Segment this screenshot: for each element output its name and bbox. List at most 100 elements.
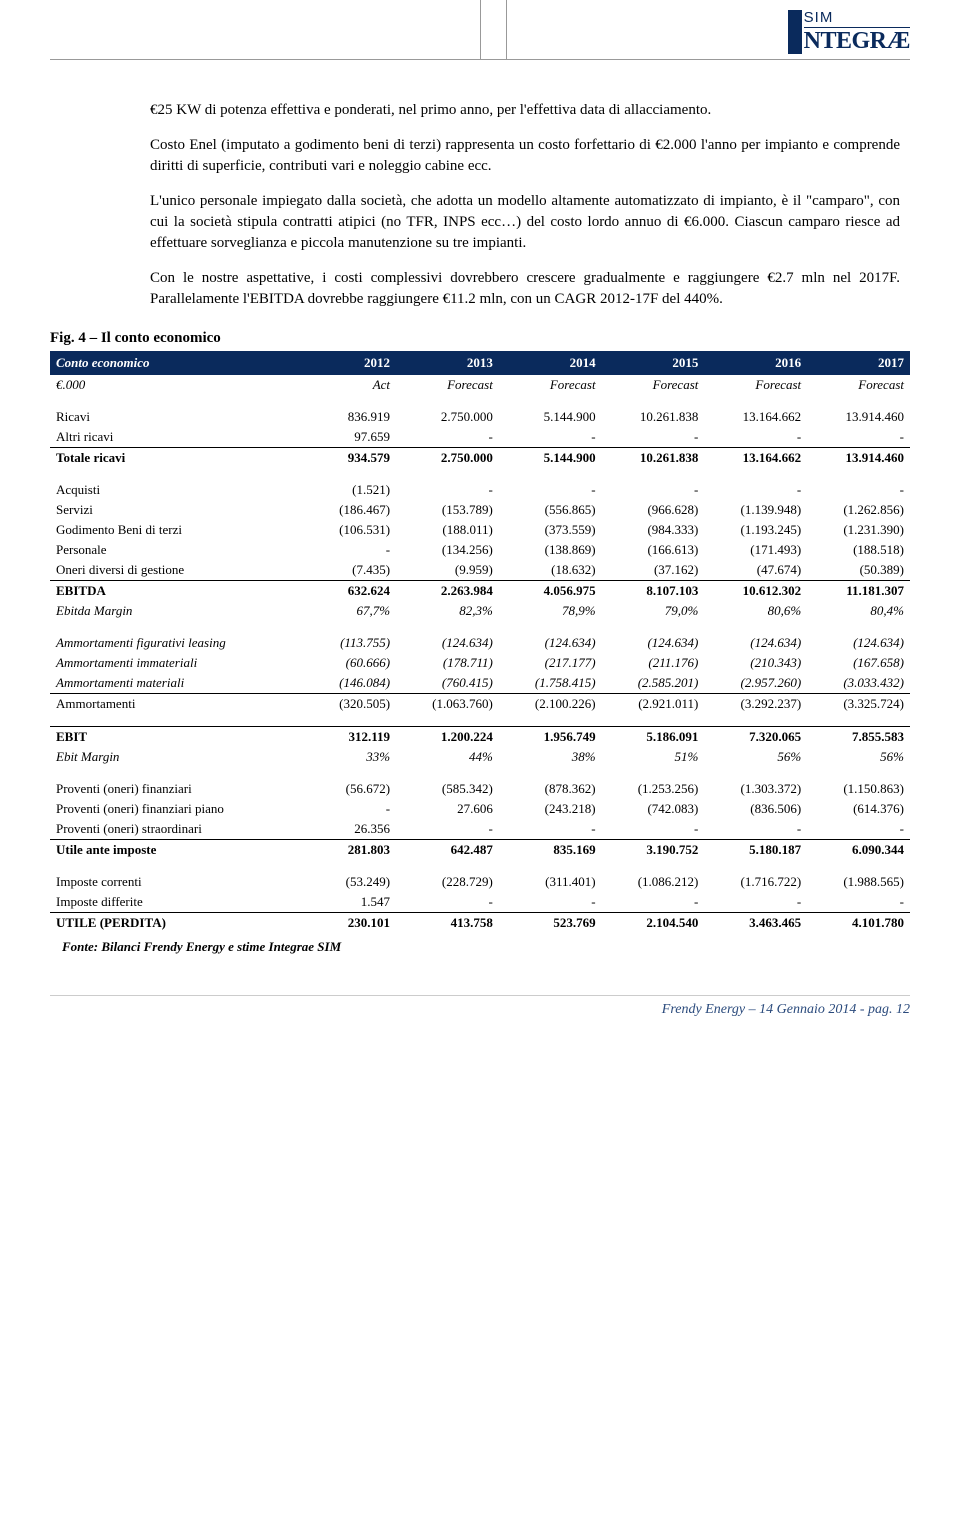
table-cell: (124.634) [807, 633, 910, 653]
table-cell: 67,7% [307, 601, 396, 621]
table-cell: - [307, 540, 396, 560]
table-cell: 4.101.780 [807, 912, 910, 933]
table-row: Servizi(186.467)(153.789)(556.865)(966.6… [50, 500, 910, 520]
table-row: Acquisti(1.521)----- [50, 480, 910, 500]
table-cell: (243.218) [499, 799, 602, 819]
table-cell: (760.415) [396, 673, 499, 694]
table-cell: 78,9% [499, 601, 602, 621]
table-row: Totale ricavi934.5792.750.0005.144.90010… [50, 448, 910, 469]
table-cell: (171.493) [704, 540, 807, 560]
table-row: EBITDA632.6242.263.9844.056.9758.107.103… [50, 581, 910, 602]
table-cell: 51% [602, 747, 705, 767]
table-cell: - [807, 480, 910, 500]
table-row: Utile ante imposte281.803642.487835.1693… [50, 839, 910, 860]
table-cell: (53.249) [307, 872, 396, 892]
table-cell: (1.253.256) [602, 779, 705, 799]
table-row: Godimento Beni di terzi(106.531)(188.011… [50, 520, 910, 540]
table-cell: 6.090.344 [807, 839, 910, 860]
table-cell: (138.869) [499, 540, 602, 560]
table-cell: 2.104.540 [602, 912, 705, 933]
table-header-cell: 2013 [396, 351, 499, 375]
table-cell: - [396, 480, 499, 500]
table-cell: 80,4% [807, 601, 910, 621]
table-cell: 523.769 [499, 912, 602, 933]
table-cell: (1.988.565) [807, 872, 910, 892]
table-cell: (18.632) [499, 560, 602, 581]
table-row: Ebitda Margin67,7%82,3%78,9%79,0%80,6%80… [50, 601, 910, 621]
table-cell: 3.463.465 [704, 912, 807, 933]
table-cell: 13.164.662 [704, 448, 807, 469]
table-cell: (166.613) [602, 540, 705, 560]
table-cell: 1.547 [307, 892, 396, 913]
table-header-cell: 2017 [807, 351, 910, 375]
table-cell: (3.292.237) [704, 694, 807, 715]
table-cell: (47.674) [704, 560, 807, 581]
table-cell: Ebit Margin [50, 747, 307, 767]
table-cell: (56.672) [307, 779, 396, 799]
table-cell: (1.150.863) [807, 779, 910, 799]
paragraph-1: €25 KW di potenza effettiva e ponderati,… [150, 100, 900, 121]
logo: SIM NTEGRÆ [788, 10, 910, 54]
table-cell: Ammortamenti immateriali [50, 653, 307, 673]
table-cell: Ammortamenti materiali [50, 673, 307, 694]
table-cell: (2.921.011) [602, 694, 705, 715]
table-subhead-cell: €.000 [50, 375, 307, 395]
table-cell: - [704, 427, 807, 448]
table-cell: 33% [307, 747, 396, 767]
table-cell: 13.914.460 [807, 407, 910, 427]
table-cell: 56% [807, 747, 910, 767]
table-cell: Proventi (oneri) finanziari [50, 779, 307, 799]
table-cell: 3.190.752 [602, 839, 705, 860]
table-cell: (178.711) [396, 653, 499, 673]
table-cell: (1.716.722) [704, 872, 807, 892]
table-cell: (878.362) [499, 779, 602, 799]
table-cell: 642.487 [396, 839, 499, 860]
table-source: Fonte: Bilanci Frendy Energy e stime Int… [62, 939, 910, 955]
table-cell: (211.176) [602, 653, 705, 673]
table-cell: (228.729) [396, 872, 499, 892]
table-cell: 13.164.662 [704, 407, 807, 427]
table-cell: (9.959) [396, 560, 499, 581]
table-row: Personale-(134.256)(138.869)(166.613)(17… [50, 540, 910, 560]
table-cell: 10.261.838 [602, 407, 705, 427]
table-row: Altri ricavi97.659----- [50, 427, 910, 448]
table-row: Ricavi836.9192.750.0005.144.90010.261.83… [50, 407, 910, 427]
table-cell: (188.518) [807, 540, 910, 560]
table-cell: 80,6% [704, 601, 807, 621]
table-cell: - [807, 427, 910, 448]
table-cell: Imposte differite [50, 892, 307, 913]
table-cell: (217.177) [499, 653, 602, 673]
paragraph-4: Con le nostre aspettative, i costi compl… [150, 268, 900, 310]
table-cell: Servizi [50, 500, 307, 520]
table-cell: 56% [704, 747, 807, 767]
table-cell: 413.758 [396, 912, 499, 933]
table-row: Proventi (oneri) finanziari(56.672)(585.… [50, 779, 910, 799]
table-subhead-cell: Forecast [499, 375, 602, 395]
paragraph-2: Costo Enel (imputato a godimento beni di… [150, 135, 900, 177]
page-content: €25 KW di potenza effettiva e ponderati,… [50, 100, 910, 1018]
table-header-cell: Conto economico [50, 351, 307, 375]
table-cell: 10.261.838 [602, 448, 705, 469]
table-cell: 835.169 [499, 839, 602, 860]
table-cell: Totale ricavi [50, 448, 307, 469]
table-cell: (556.865) [499, 500, 602, 520]
table-cell: (311.401) [499, 872, 602, 892]
table-cell: (7.435) [307, 560, 396, 581]
table-cell: 312.119 [307, 726, 396, 747]
table-cell: 5.186.091 [602, 726, 705, 747]
table-subhead-cell: Forecast [704, 375, 807, 395]
figure-title: Fig. 4 – Il conto economico [50, 330, 910, 347]
table-header-cell: 2015 [602, 351, 705, 375]
table-row: Proventi (oneri) straordinari26.356----- [50, 819, 910, 840]
table-cell: 4.056.975 [499, 581, 602, 602]
table-cell: Personale [50, 540, 307, 560]
table-cell: (1.063.760) [396, 694, 499, 715]
table-cell: (1.758.415) [499, 673, 602, 694]
table-cell: 38% [499, 747, 602, 767]
table-cell: Imposte correnti [50, 872, 307, 892]
table-cell: 2.750.000 [396, 407, 499, 427]
table-cell: (106.531) [307, 520, 396, 540]
table-cell: 934.579 [307, 448, 396, 469]
table-cell: (50.389) [807, 560, 910, 581]
table-cell: - [499, 480, 602, 500]
